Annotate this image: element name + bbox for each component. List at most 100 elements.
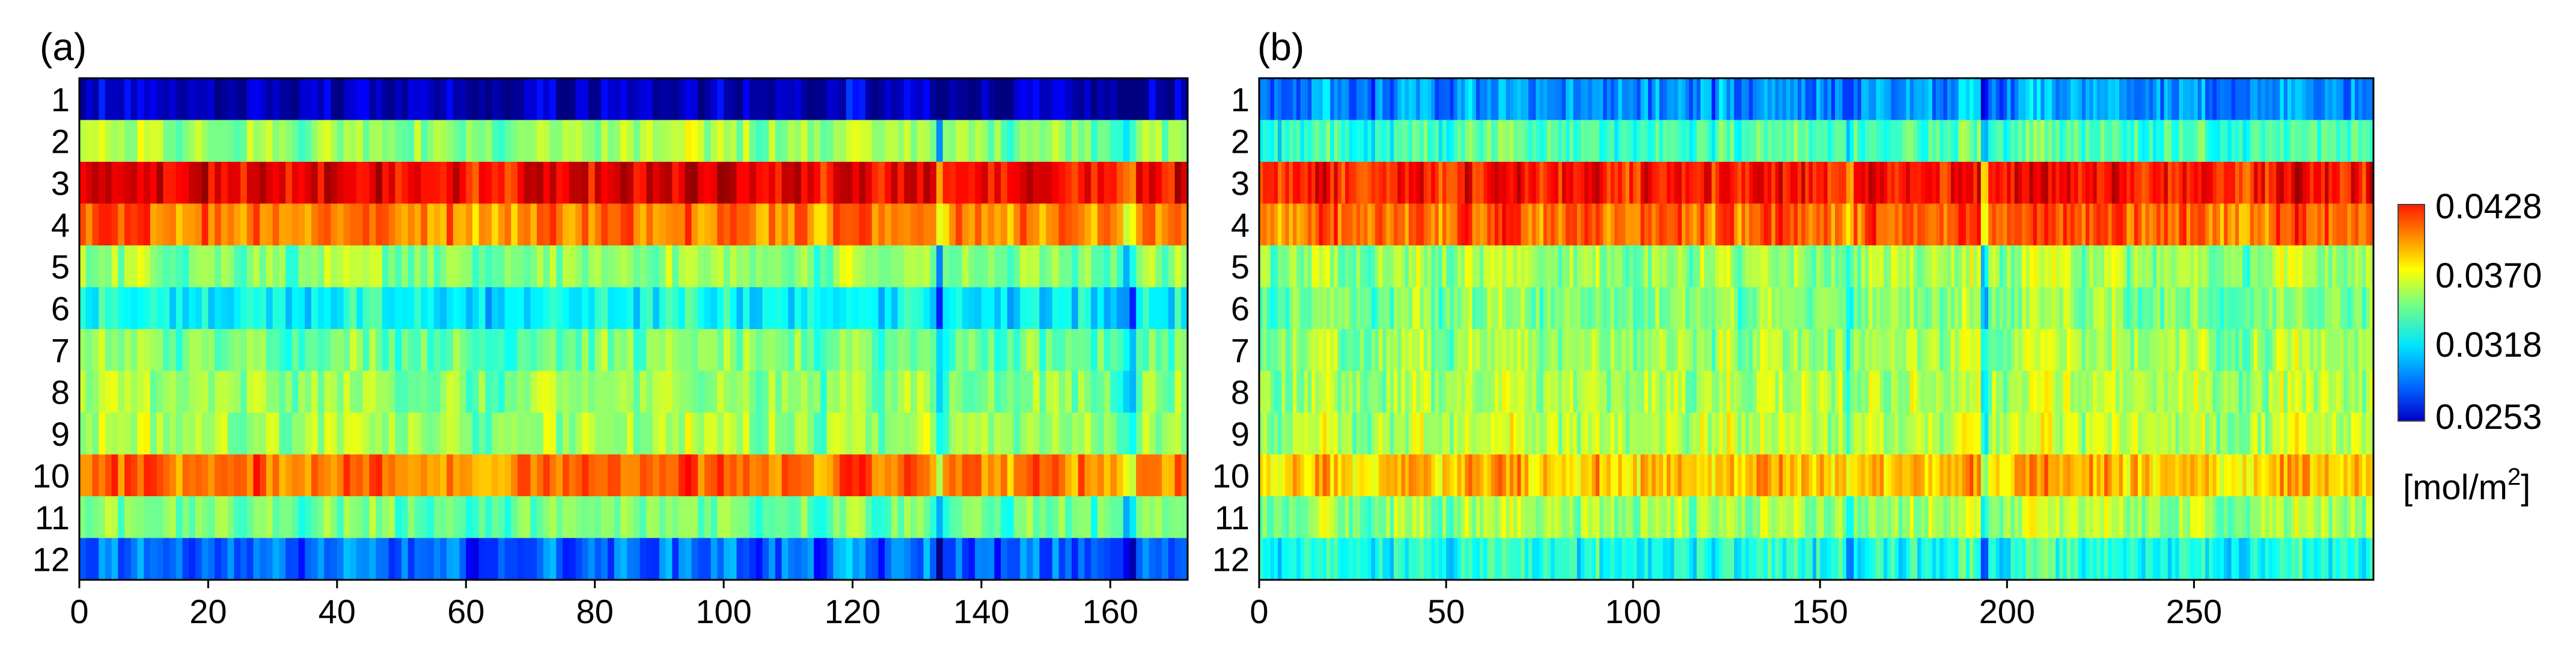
heatmap-cell [2037,329,2041,372]
heatmap-cell [1304,203,1308,246]
heatmap-cell [569,245,576,288]
heatmap-cell [1371,203,1376,246]
heatmap-cell [1861,287,1866,330]
heatmap-cell [1797,162,1802,205]
heatmap-cell [659,454,667,497]
heatmap-cell [478,120,486,162]
heatmap-cell [2160,287,2165,330]
heatmap-cell [1801,454,1805,497]
heatmap-cell [2130,413,2135,455]
heatmap-cell [1869,120,1873,162]
heatmap-cell [923,78,930,121]
heatmap-cell [433,287,441,330]
heatmap-cell [1659,454,1664,497]
heatmap-cell [904,162,911,205]
heatmap-cell [2343,413,2348,455]
heatmap-cell [1962,120,1967,162]
heatmap-cell [1046,413,1053,455]
heatmap-cell [840,413,847,455]
row-label: 2 [51,122,70,160]
heatmap-cell [1973,454,1978,497]
heatmap-cell [1924,329,1929,372]
heatmap-cell [807,371,814,413]
heatmap-cell [1307,78,1312,121]
heatmap-cell [639,245,647,288]
heatmap-cell [2085,413,2090,455]
heatmap-cell [1667,203,1671,246]
heatmap-cell [1864,162,1869,205]
heatmap-cell [2063,162,2068,205]
heatmap-cell [317,120,325,162]
heatmap-cell [1442,78,1447,121]
heatmap-cell [1349,287,1354,330]
heatmap-cell [1058,413,1066,455]
heatmap-cell [1846,245,1851,288]
heatmap-cell [1513,203,1518,246]
heatmap-cell [85,538,93,580]
heatmap-cell [388,287,395,330]
heatmap-cell [987,203,995,246]
heatmap-cell [1401,162,1406,205]
heatmap-cell [1662,120,1667,162]
heatmap-cell [1304,329,1308,372]
heatmap-cell [1483,78,1488,121]
heatmap-cell [1726,413,1731,455]
heatmap-cell [2205,287,2209,330]
heatmap-cell [1980,245,1985,288]
heatmap-cell [1921,120,1926,162]
heatmap-cell [2351,203,2355,246]
heatmap-cell [1483,329,1488,372]
heatmap-cell [1846,413,1851,455]
heatmap-cell [1584,454,1589,497]
heatmap-cell [485,245,492,288]
heatmap-cell [2190,329,2194,372]
heatmap-cell [1887,287,1892,330]
heatmap-cell [266,287,273,330]
heatmap-cell [504,78,511,121]
heatmap-cell [85,287,93,330]
heatmap-cell [1007,245,1015,288]
heatmap-cell [885,413,892,455]
heatmap-cell [743,203,750,246]
heatmap-cell [1622,371,1626,413]
heatmap-cell [1696,245,1701,288]
heatmap-cell [388,454,395,497]
heatmap-cell [1805,413,1810,455]
heatmap-cell [1894,245,1899,288]
heatmap-cell [2332,413,2337,455]
heatmap-cell [2369,203,2374,246]
heatmap-cell [2003,162,2007,205]
heatmap-cell [1393,329,1398,372]
heatmap-cell [1771,329,1776,372]
heatmap-cell [388,496,395,539]
heatmap-cell [1367,413,1372,455]
heatmap-cell [2272,120,2277,162]
heatmap-cell [1078,329,1085,372]
heatmap-cell [2268,78,2273,121]
heatmap-cell [601,329,608,372]
heatmap-cell [1790,120,1795,162]
heatmap-cell [1509,371,1514,413]
heatmap-cell [2003,371,2007,413]
heatmap-cell [1667,329,1671,372]
heatmap-cell [2197,120,2202,162]
heatmap-cell [1026,371,1034,413]
heatmap-cell [1730,329,1735,372]
heatmap-cell [1607,203,1611,246]
heatmap-cell [2366,413,2370,455]
heatmap-cell [1129,329,1137,372]
heatmap-cell [1584,329,1589,372]
heatmap-cell [1551,371,1555,413]
heatmap-cell [691,245,698,288]
heatmap-cell [633,496,641,539]
heatmap-cell [433,329,441,372]
heatmap-cell [769,538,776,580]
heatmap-cell [1924,287,1929,330]
heatmap-cell [2366,329,2370,372]
heatmap-cell [356,371,364,413]
heatmap-cell [1330,371,1335,413]
heatmap-cell [1876,454,1881,497]
heatmap-cell [1078,413,1085,455]
heatmap-cell [1704,413,1709,455]
heatmap-cell [717,78,724,121]
